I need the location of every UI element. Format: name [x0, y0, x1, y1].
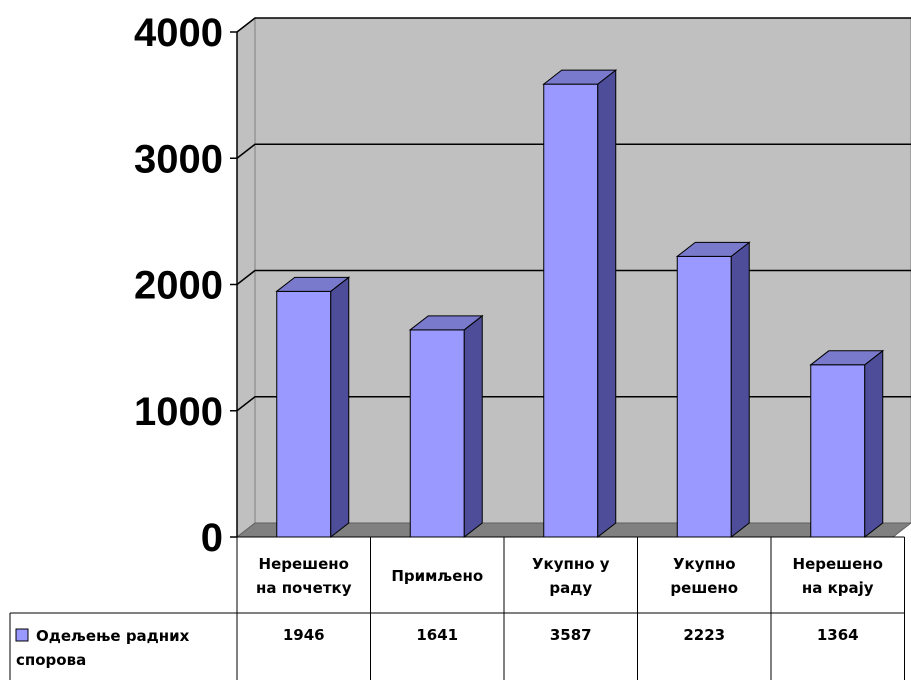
value-axis: 0 1000 2000 3000 4000 [134, 11, 238, 560]
category-label: Нерешено [259, 555, 349, 573]
bar-top [275, 276, 351, 292]
data-value-label: 2223 [683, 626, 725, 644]
y-tick-label: 4000 [134, 11, 223, 55]
category-label: Укупно у [532, 555, 610, 573]
data-value-label: 1946 [283, 626, 325, 644]
data-value-label: 1364 [817, 626, 859, 644]
category-label: на крају [802, 579, 874, 597]
category-label: Нерешено [793, 555, 883, 573]
bar-top [408, 315, 484, 331]
data-value-label: 3587 [550, 626, 592, 644]
category-label: Примљено [391, 567, 483, 585]
y-tick-label: 3000 [134, 137, 223, 181]
bar-side [330, 276, 350, 539]
bar-front [543, 83, 599, 538]
category-label: Укупно [673, 555, 736, 573]
bar-side [463, 314, 483, 539]
bar-side [597, 69, 617, 539]
bar-side [864, 349, 884, 539]
bar-front [810, 364, 866, 538]
category-label: на почетку [256, 579, 352, 597]
bar-side [730, 241, 750, 539]
bar [542, 69, 618, 539]
y-tick-label: 1000 [134, 390, 223, 434]
gridline [236, 143, 911, 159]
legend-key [15, 628, 29, 642]
y-tick-label: 2000 [134, 264, 223, 308]
bar-top [542, 69, 618, 85]
bar-top [809, 350, 885, 366]
data-value-label: 1641 [416, 626, 458, 644]
series-name: спорова [16, 651, 86, 669]
y-tick-label: 0 [201, 516, 223, 560]
category-label: решено [670, 579, 738, 597]
bar [809, 349, 885, 539]
bar-front [676, 255, 732, 538]
category-label: раду [549, 579, 592, 597]
series-name: Одељење радних [36, 627, 190, 645]
bar [275, 276, 351, 539]
bar-top [675, 241, 751, 257]
gridline [236, 17, 911, 33]
bar-front [276, 290, 332, 538]
bar-front [409, 329, 465, 538]
bars [275, 69, 885, 539]
data-table: Нерешено на почетку Примљено Укупно у раду Ук… [9, 536, 905, 680]
bar [408, 314, 484, 539]
bar [675, 241, 751, 539]
